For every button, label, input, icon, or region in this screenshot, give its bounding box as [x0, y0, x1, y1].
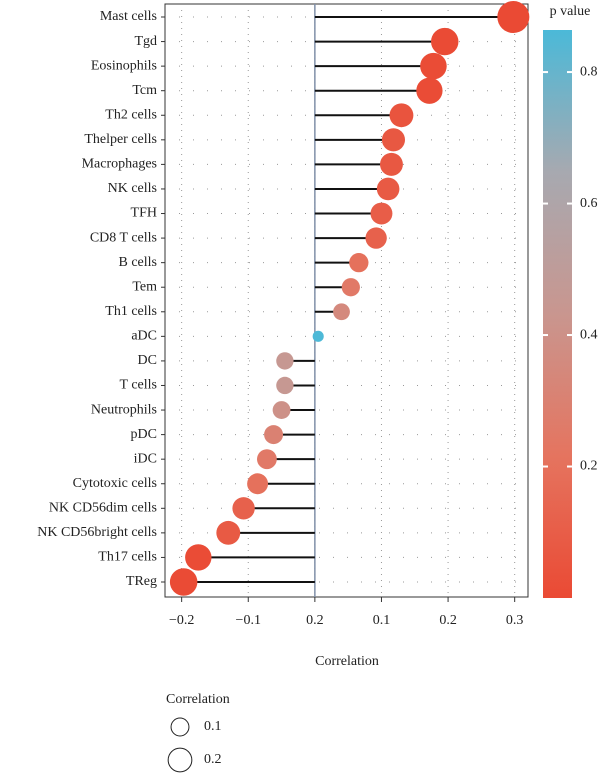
colorbar-tick-label: 0.8: [580, 64, 598, 79]
dot: [264, 425, 284, 445]
dot: [431, 27, 459, 56]
dot: [376, 177, 400, 201]
y-tick-label: NK cells: [108, 181, 157, 196]
dot: [247, 473, 269, 495]
y-tick-label: B cells: [119, 255, 158, 270]
dot: [379, 152, 403, 176]
dot: [312, 330, 324, 342]
y-tick-label: Tgd: [134, 34, 157, 49]
x-tick-label: 0.2: [439, 613, 457, 628]
y-tick-label: Th17 cells: [98, 550, 157, 565]
y-tick-label: TFH: [131, 206, 157, 221]
colorbar-title: p value: [550, 4, 591, 19]
y-tick-label: DC: [138, 353, 157, 368]
x-tick-label: 0.1: [373, 613, 391, 628]
x-axis-label: Correlation: [315, 654, 379, 669]
dot: [416, 77, 443, 104]
y-tick-label: iDC: [134, 451, 157, 466]
y-tick-label: NK CD56dim cells: [49, 501, 157, 516]
dot: [185, 544, 212, 571]
colorbar: [543, 30, 572, 598]
y-tick-label: Tem: [132, 279, 157, 294]
colorbar-tick-label: 0.4: [580, 327, 598, 342]
dot: [370, 202, 393, 225]
y-tick-label: Mast cells: [100, 9, 157, 24]
y-tick-label: Neutrophils: [91, 402, 157, 417]
dot: [420, 52, 447, 80]
x-tick-label: −0.2: [169, 613, 194, 628]
colorbar-tick-label: 0.2: [580, 459, 598, 474]
y-tick-label: Cytotoxic cells: [73, 476, 157, 491]
dot: [216, 520, 241, 545]
y-tick-label: TReg: [126, 574, 157, 589]
dot: [272, 401, 291, 419]
size-legend-label: 0.2: [204, 752, 222, 767]
dot: [389, 103, 414, 128]
dot: [365, 227, 387, 249]
dot: [497, 0, 530, 34]
size-legend-label: 0.1: [204, 719, 222, 734]
y-tick-label: Thelper cells: [84, 132, 157, 147]
y-tick-label: CD8 T cells: [90, 230, 157, 245]
dot: [276, 376, 294, 395]
dot: [349, 253, 369, 273]
size-legend-title: Correlation: [166, 692, 230, 707]
y-tick-label: pDC: [131, 427, 157, 442]
y-tick-label: NK CD56bright cells: [37, 525, 157, 540]
x-tick-label: 0.3: [506, 613, 524, 628]
y-tick-label: Th2 cells: [105, 107, 157, 122]
y-tick-label: aDC: [131, 329, 157, 344]
dot: [257, 449, 277, 470]
dot: [333, 303, 350, 321]
dot: [232, 497, 255, 520]
y-tick-label: Macrophages: [82, 157, 157, 172]
y-tick-label: Th1 cells: [105, 304, 157, 319]
colorbar-tick-label: 0.6: [580, 196, 598, 211]
dot: [341, 278, 360, 297]
size-legend-circle: [170, 717, 190, 737]
y-tick-label: Tcm: [132, 83, 157, 98]
dot: [169, 568, 198, 596]
x-tick-label: −0.1: [236, 613, 261, 628]
x-tick-label: 0.2: [306, 613, 324, 628]
y-tick-label: T cells: [120, 378, 157, 393]
dot: [381, 128, 406, 152]
dot: [276, 352, 294, 370]
y-tick-label: Eosinophils: [91, 58, 157, 73]
plot-frame: [164, 3, 529, 598]
size-legend-circle: [167, 747, 193, 773]
